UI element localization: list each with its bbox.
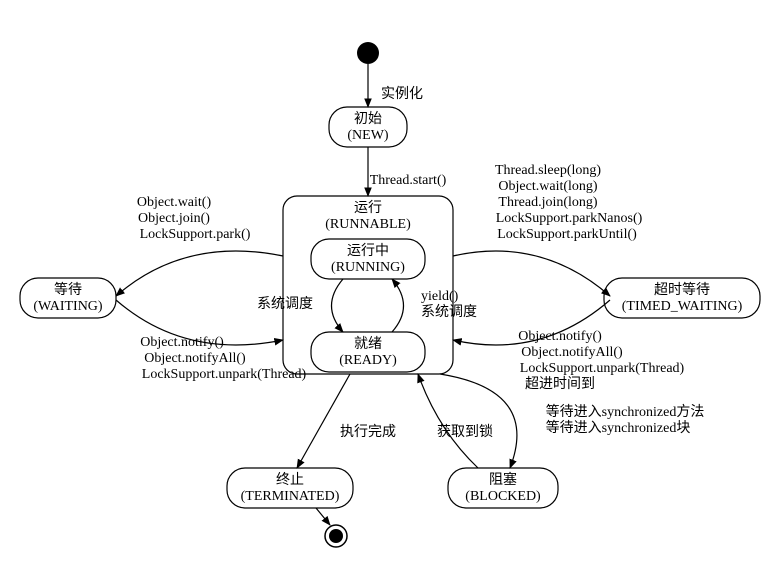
- edge-e-ready-running-right: [392, 279, 404, 332]
- state-header: 运行: [354, 200, 382, 216]
- state-label: 超时等待: [654, 281, 710, 298]
- edge-e-run-to-timed: [453, 251, 610, 296]
- state-label: 初始: [354, 110, 382, 127]
- edge-label: 获取到锁: [437, 424, 493, 440]
- edge-e-blocked-to-run: [418, 374, 478, 468]
- edge-label: Object.notifyAll(): [144, 351, 246, 366]
- edge-label: yield(): [421, 289, 459, 304]
- edge-label: Object.notify(): [140, 335, 224, 350]
- state-label: (RUNNING): [331, 260, 405, 275]
- state-label: (BLOCKED): [465, 489, 541, 504]
- edge-label: 系统调度: [257, 296, 313, 312]
- final-state-dot-icon: [329, 529, 343, 543]
- state-label: 阻塞: [489, 471, 517, 488]
- edge-label: 超进时间到: [525, 376, 595, 392]
- edge-label: LockSupport.parkNanos(): [496, 211, 643, 226]
- edge-label: Thread.start(): [370, 173, 447, 188]
- edge-label: 等待进入synchronized方法: [546, 403, 705, 420]
- edge-label: Object.notify(): [518, 329, 602, 344]
- state-header: (RUNNABLE): [325, 217, 411, 232]
- thread-state-diagram: 初始(NEW) 运行(RUNNABLE) 运行中(RUNNING) 就绪(READY)…: [0, 0, 776, 568]
- state-label: (NEW): [347, 128, 389, 143]
- state-label: (TERMINATED): [241, 489, 340, 504]
- state-label: (READY): [339, 353, 397, 368]
- edge-label: 等待进入synchronized块: [546, 419, 691, 436]
- edge-label: Thread.sleep(long): [495, 163, 601, 178]
- edge-label: Object.wait(long): [498, 179, 597, 194]
- edge-e-running-ready-left: [332, 279, 344, 332]
- state-label: 就绪: [354, 336, 382, 352]
- edge-e-term-to-final: [316, 508, 330, 525]
- edge-label: LockSupport.parkUntil(): [497, 227, 637, 242]
- edge-label: LockSupport.park(): [140, 227, 251, 242]
- edge-label: 系统调度: [421, 304, 477, 320]
- edge-e-run-to-wait: [116, 251, 283, 296]
- state-label: 等待: [54, 281, 82, 298]
- edge-label: Thread.join(long): [498, 195, 597, 210]
- edge-e-run-to-term: [297, 374, 350, 468]
- edge-label: 实例化: [381, 86, 423, 102]
- initial-state-icon: [357, 42, 379, 64]
- edge-label: 执行完成: [340, 424, 396, 440]
- state-label: (WAITING): [33, 299, 103, 314]
- edge-label: LockSupport.unpark(Thread): [142, 367, 307, 382]
- edge-label: Object.join(): [138, 211, 210, 226]
- edge-label: Object.notifyAll(): [521, 345, 623, 360]
- state-label: 运行中: [347, 243, 389, 259]
- edge-label: LockSupport.unpark(Thread): [520, 361, 685, 376]
- edge-e-run-to-blocked: [440, 374, 517, 468]
- state-label: (TIMED_WAITING): [622, 299, 743, 314]
- state-label: 终止: [276, 472, 304, 488]
- edge-label: Object.wait(): [137, 195, 212, 210]
